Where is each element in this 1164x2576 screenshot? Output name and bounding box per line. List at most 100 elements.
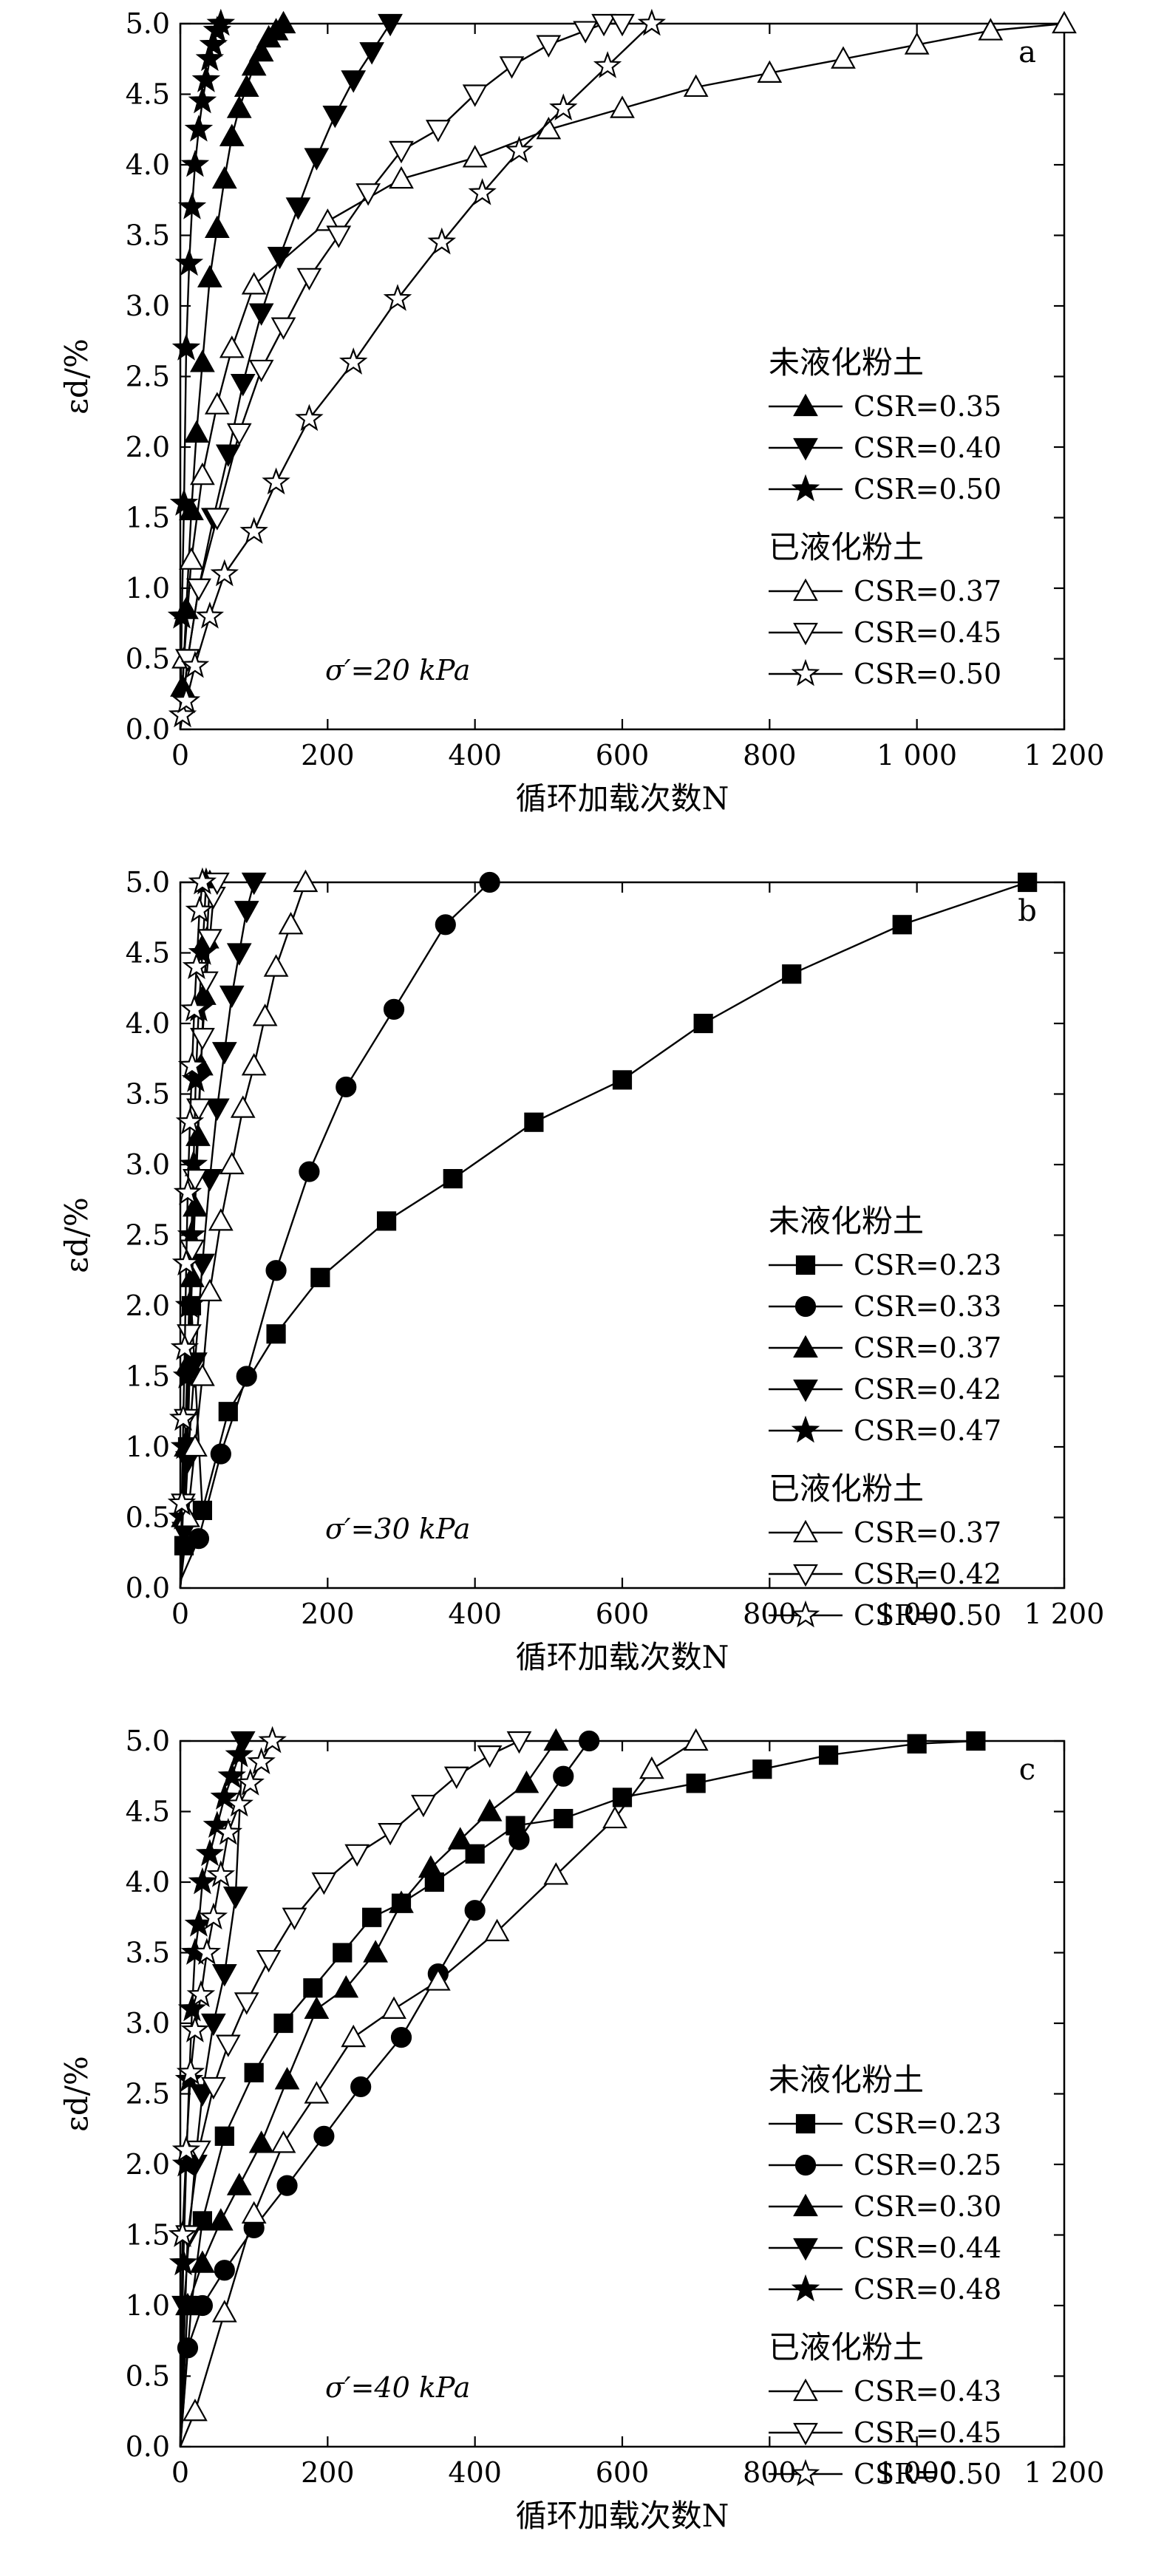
data-point [183,2398,208,2422]
data-point [425,1968,451,1991]
legend-entry: CSR=0.50 [854,658,1001,690]
panel-label: b [1018,894,1037,928]
data-point [180,994,209,1022]
x-tick-label: 1 200 [1024,2456,1105,2489]
data-point [270,2130,296,2153]
data-point [177,192,207,219]
data-point [175,1107,205,1135]
data-point [234,901,259,924]
legend-marker [791,1600,820,1628]
data-point [180,650,210,678]
y-tick-label: 4.0 [126,1007,170,1040]
y-tick-label: 1.0 [126,572,170,604]
data-point [190,350,215,372]
x-axis-title: 循环加载次数N [516,1639,729,1675]
chart-panel-a: 0 200 400 600 800 1 000 1 200 0.0 0.5 1.0 1.5 2.0 2.… [58,7,1104,817]
data-point [782,964,802,984]
data-point [313,2125,335,2147]
data-point [295,403,324,432]
data-point [1018,872,1038,893]
data-point [204,1098,230,1121]
data-point [263,954,289,977]
data-point [265,1260,287,1281]
data-point [266,1324,286,1344]
data-point [174,248,204,276]
series-line [179,1740,590,2447]
legend-entry: CSR=0.33 [854,1290,1001,1323]
data-point [499,56,525,79]
data-point [173,1177,202,1205]
series-unliquefied-triangle-up [170,10,296,730]
legend-marker [793,1379,818,1403]
legend-marker [793,1564,818,1587]
data-point [248,303,274,326]
data-point [177,1324,202,1347]
data-point [683,1728,709,1751]
y-tick-label: 3.0 [126,1148,170,1181]
y-tick-label: 1.5 [126,2219,170,2252]
data-point [169,488,199,516]
series-liquefied-star [168,9,667,730]
legend-entry: CSR=0.48 [854,2273,1001,2306]
data-point [252,1004,278,1026]
y-axis-title: εd/% [58,2056,95,2132]
y-tick-label: 0.0 [126,2430,170,2463]
x-tick-label: 1 000 [877,739,957,771]
data-point [256,1949,282,1973]
data-point [553,1765,574,1787]
legend-entry: CSR=0.37 [854,1332,1001,1364]
data-point [241,872,267,896]
data-point [186,578,211,602]
data-point [195,44,225,72]
data-point [477,1799,503,1822]
data-point [219,335,245,358]
data-point [204,392,230,415]
data-point [179,547,204,570]
legend-marker [793,2238,818,2261]
legend-entry: CSR=0.23 [854,1249,1001,1281]
data-point [293,869,319,893]
series-liquefied-star [167,868,217,1589]
data-point [462,145,488,168]
data-point [197,1278,222,1302]
plot-area [167,868,1038,1589]
y-tick-label: 0.0 [126,1572,170,1604]
data-point [200,2076,226,2100]
legend-entry: CSR=0.42 [854,1558,1001,1590]
data-point [468,177,497,205]
data-point [693,1013,713,1034]
data-point [383,284,412,311]
data-point [176,2057,205,2085]
data-point [579,1730,600,1752]
data-point [188,1528,210,1550]
data-point [225,1789,253,1817]
x-tick-label: 200 [301,1598,355,1630]
data-point [190,462,215,485]
data-point [214,2126,234,2146]
data-point [184,420,209,443]
panel-label: a [1018,35,1036,69]
data-point [239,517,268,545]
legend-marker [793,578,818,602]
y-tick-label: 1.5 [126,502,170,534]
data-point [904,32,930,55]
x-tick-label: 1 200 [1024,1598,1105,1630]
x-tick-label: 1 000 [877,2456,957,2489]
data-point [219,985,245,1009]
y-tick-label: 5.0 [126,1725,170,1757]
data-point [244,2062,264,2082]
y-axis-title: εd/% [58,1197,95,1273]
legend-marker [794,2154,817,2176]
data-point [333,1943,353,1963]
x-tick-label: 0 [171,1598,189,1630]
data-point [484,1918,510,1941]
data-point [171,2135,201,2163]
series-unliquefied-square [179,1731,986,2447]
data-point [185,895,214,923]
data-point [341,2024,367,2048]
data-point [637,9,667,36]
legend-group-title: 未液化粉土 [769,2062,924,2098]
data-point [186,1980,216,2008]
data-point [573,21,599,44]
data-point [195,1839,225,1867]
